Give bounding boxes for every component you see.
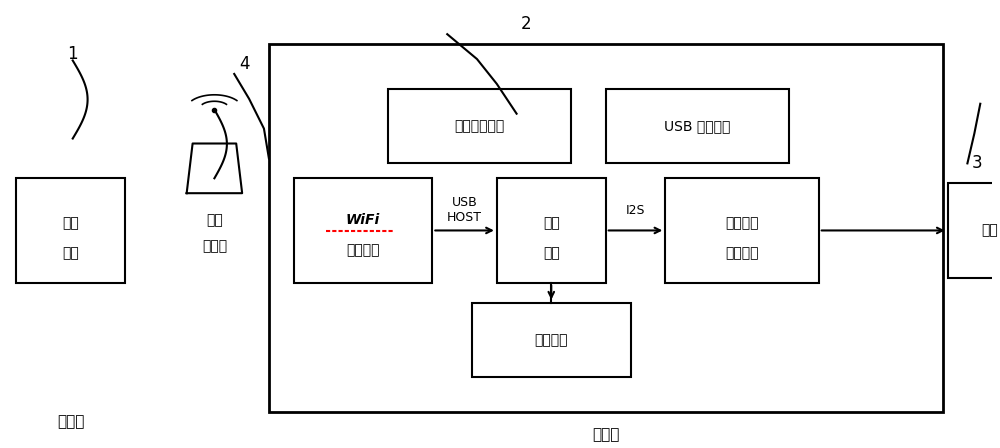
Text: USB
HOST: USB HOST (447, 196, 482, 224)
Text: 单元: 单元 (543, 246, 560, 260)
Text: 网络单元: 网络单元 (346, 243, 380, 257)
Text: 移动: 移动 (62, 216, 79, 230)
Text: 输出单元: 输出单元 (725, 246, 759, 260)
FancyBboxPatch shape (948, 183, 1000, 278)
Text: WiFi: WiFi (346, 213, 380, 227)
Text: 2: 2 (521, 15, 532, 33)
Text: USB 接口单元: USB 接口单元 (664, 119, 731, 133)
Text: 数模转换: 数模转换 (725, 216, 759, 230)
FancyBboxPatch shape (388, 89, 571, 164)
Text: 接收端: 接收端 (592, 427, 619, 442)
Text: 终端: 终端 (62, 246, 79, 260)
FancyBboxPatch shape (472, 302, 631, 377)
FancyBboxPatch shape (497, 178, 606, 283)
Text: 无线: 无线 (206, 213, 223, 227)
Text: 4: 4 (239, 55, 249, 73)
FancyBboxPatch shape (665, 178, 819, 283)
Text: 音箱: 音箱 (981, 224, 998, 237)
FancyBboxPatch shape (16, 178, 125, 283)
FancyBboxPatch shape (606, 89, 789, 164)
FancyBboxPatch shape (294, 178, 432, 283)
Text: 发送端: 发送端 (57, 414, 84, 429)
Text: 主控: 主控 (543, 216, 560, 230)
Text: 存储单元: 存储单元 (535, 333, 568, 347)
Text: 3: 3 (972, 155, 983, 172)
Text: 路由器: 路由器 (202, 239, 227, 253)
FancyBboxPatch shape (269, 44, 943, 412)
Text: I2S: I2S (626, 203, 645, 216)
Text: 按键和提示灯: 按键和提示灯 (454, 119, 505, 133)
Text: 1: 1 (67, 45, 78, 63)
